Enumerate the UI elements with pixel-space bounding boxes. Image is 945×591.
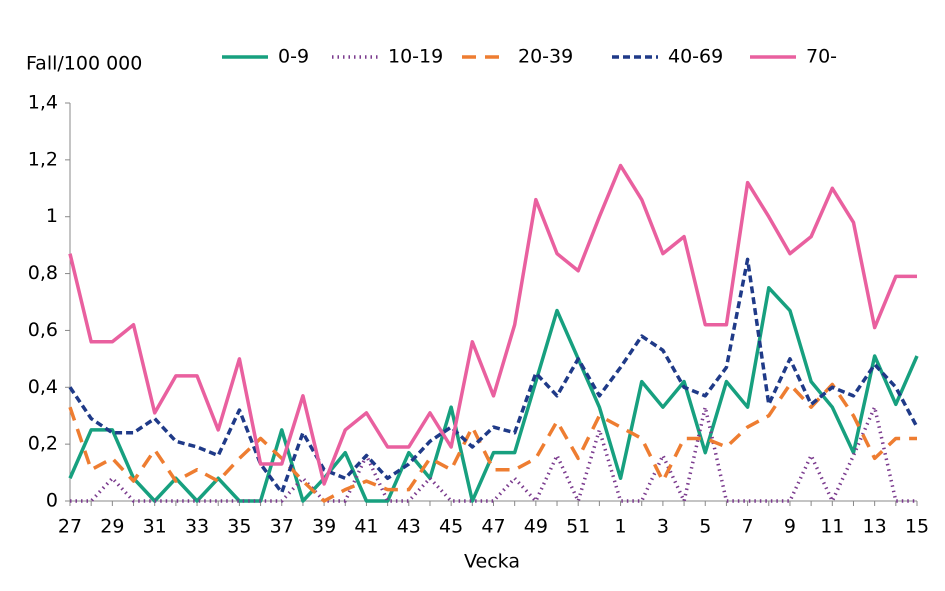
y-tick-label: 1: [46, 205, 58, 227]
y-tick-label: 0: [46, 490, 58, 512]
y-tick-label: 1,4: [28, 92, 58, 114]
x-tick-label: 49: [524, 516, 548, 538]
x-tick-label: 1: [615, 516, 627, 538]
x-tick-label: 29: [100, 516, 124, 538]
y-tick-label: 1,2: [28, 148, 58, 170]
series-line: [70, 405, 917, 503]
x-tick-label: 11: [820, 516, 844, 538]
x-tick-label: 37: [270, 516, 294, 538]
series-line: [68, 382, 917, 503]
y-tick-label: 0,8: [28, 262, 58, 284]
x-tick-label: 47: [481, 516, 505, 538]
legend-label: 20-39: [518, 46, 573, 68]
y-tick-label: 0,4: [28, 376, 58, 398]
x-tick-label: 33: [185, 516, 209, 538]
series-line: [68, 286, 919, 503]
x-tick-label: 51: [566, 516, 590, 538]
legend-label: 70-: [806, 46, 837, 68]
x-tick-label: 3: [657, 516, 669, 538]
series-line: [68, 257, 919, 495]
x-tick-label: 31: [143, 516, 167, 538]
legend-label: 0-9: [278, 46, 309, 68]
x-tick-label: 39: [312, 516, 336, 538]
y-tick-label: 0,2: [28, 433, 58, 455]
x-tick-label: 27: [58, 516, 82, 538]
x-tick-label: 15: [905, 516, 929, 538]
y-tick-label: 0,6: [28, 319, 58, 341]
legend-label: 10-19: [388, 46, 443, 68]
series-line: [68, 163, 917, 486]
x-tick-label: 13: [863, 516, 887, 538]
x-tick-label: 45: [439, 516, 463, 538]
x-tick-label: 9: [784, 516, 796, 538]
y-axis-label: Fall/100 000: [26, 53, 142, 75]
x-axis-label: Vecka: [464, 551, 520, 573]
x-tick-label: 41: [354, 516, 378, 538]
legend-label: 40-69: [668, 46, 723, 68]
x-tick-label: 7: [742, 516, 754, 538]
x-tick-label: 5: [699, 516, 711, 538]
x-tick-label: 43: [397, 516, 421, 538]
x-tick-label: 35: [227, 516, 251, 538]
